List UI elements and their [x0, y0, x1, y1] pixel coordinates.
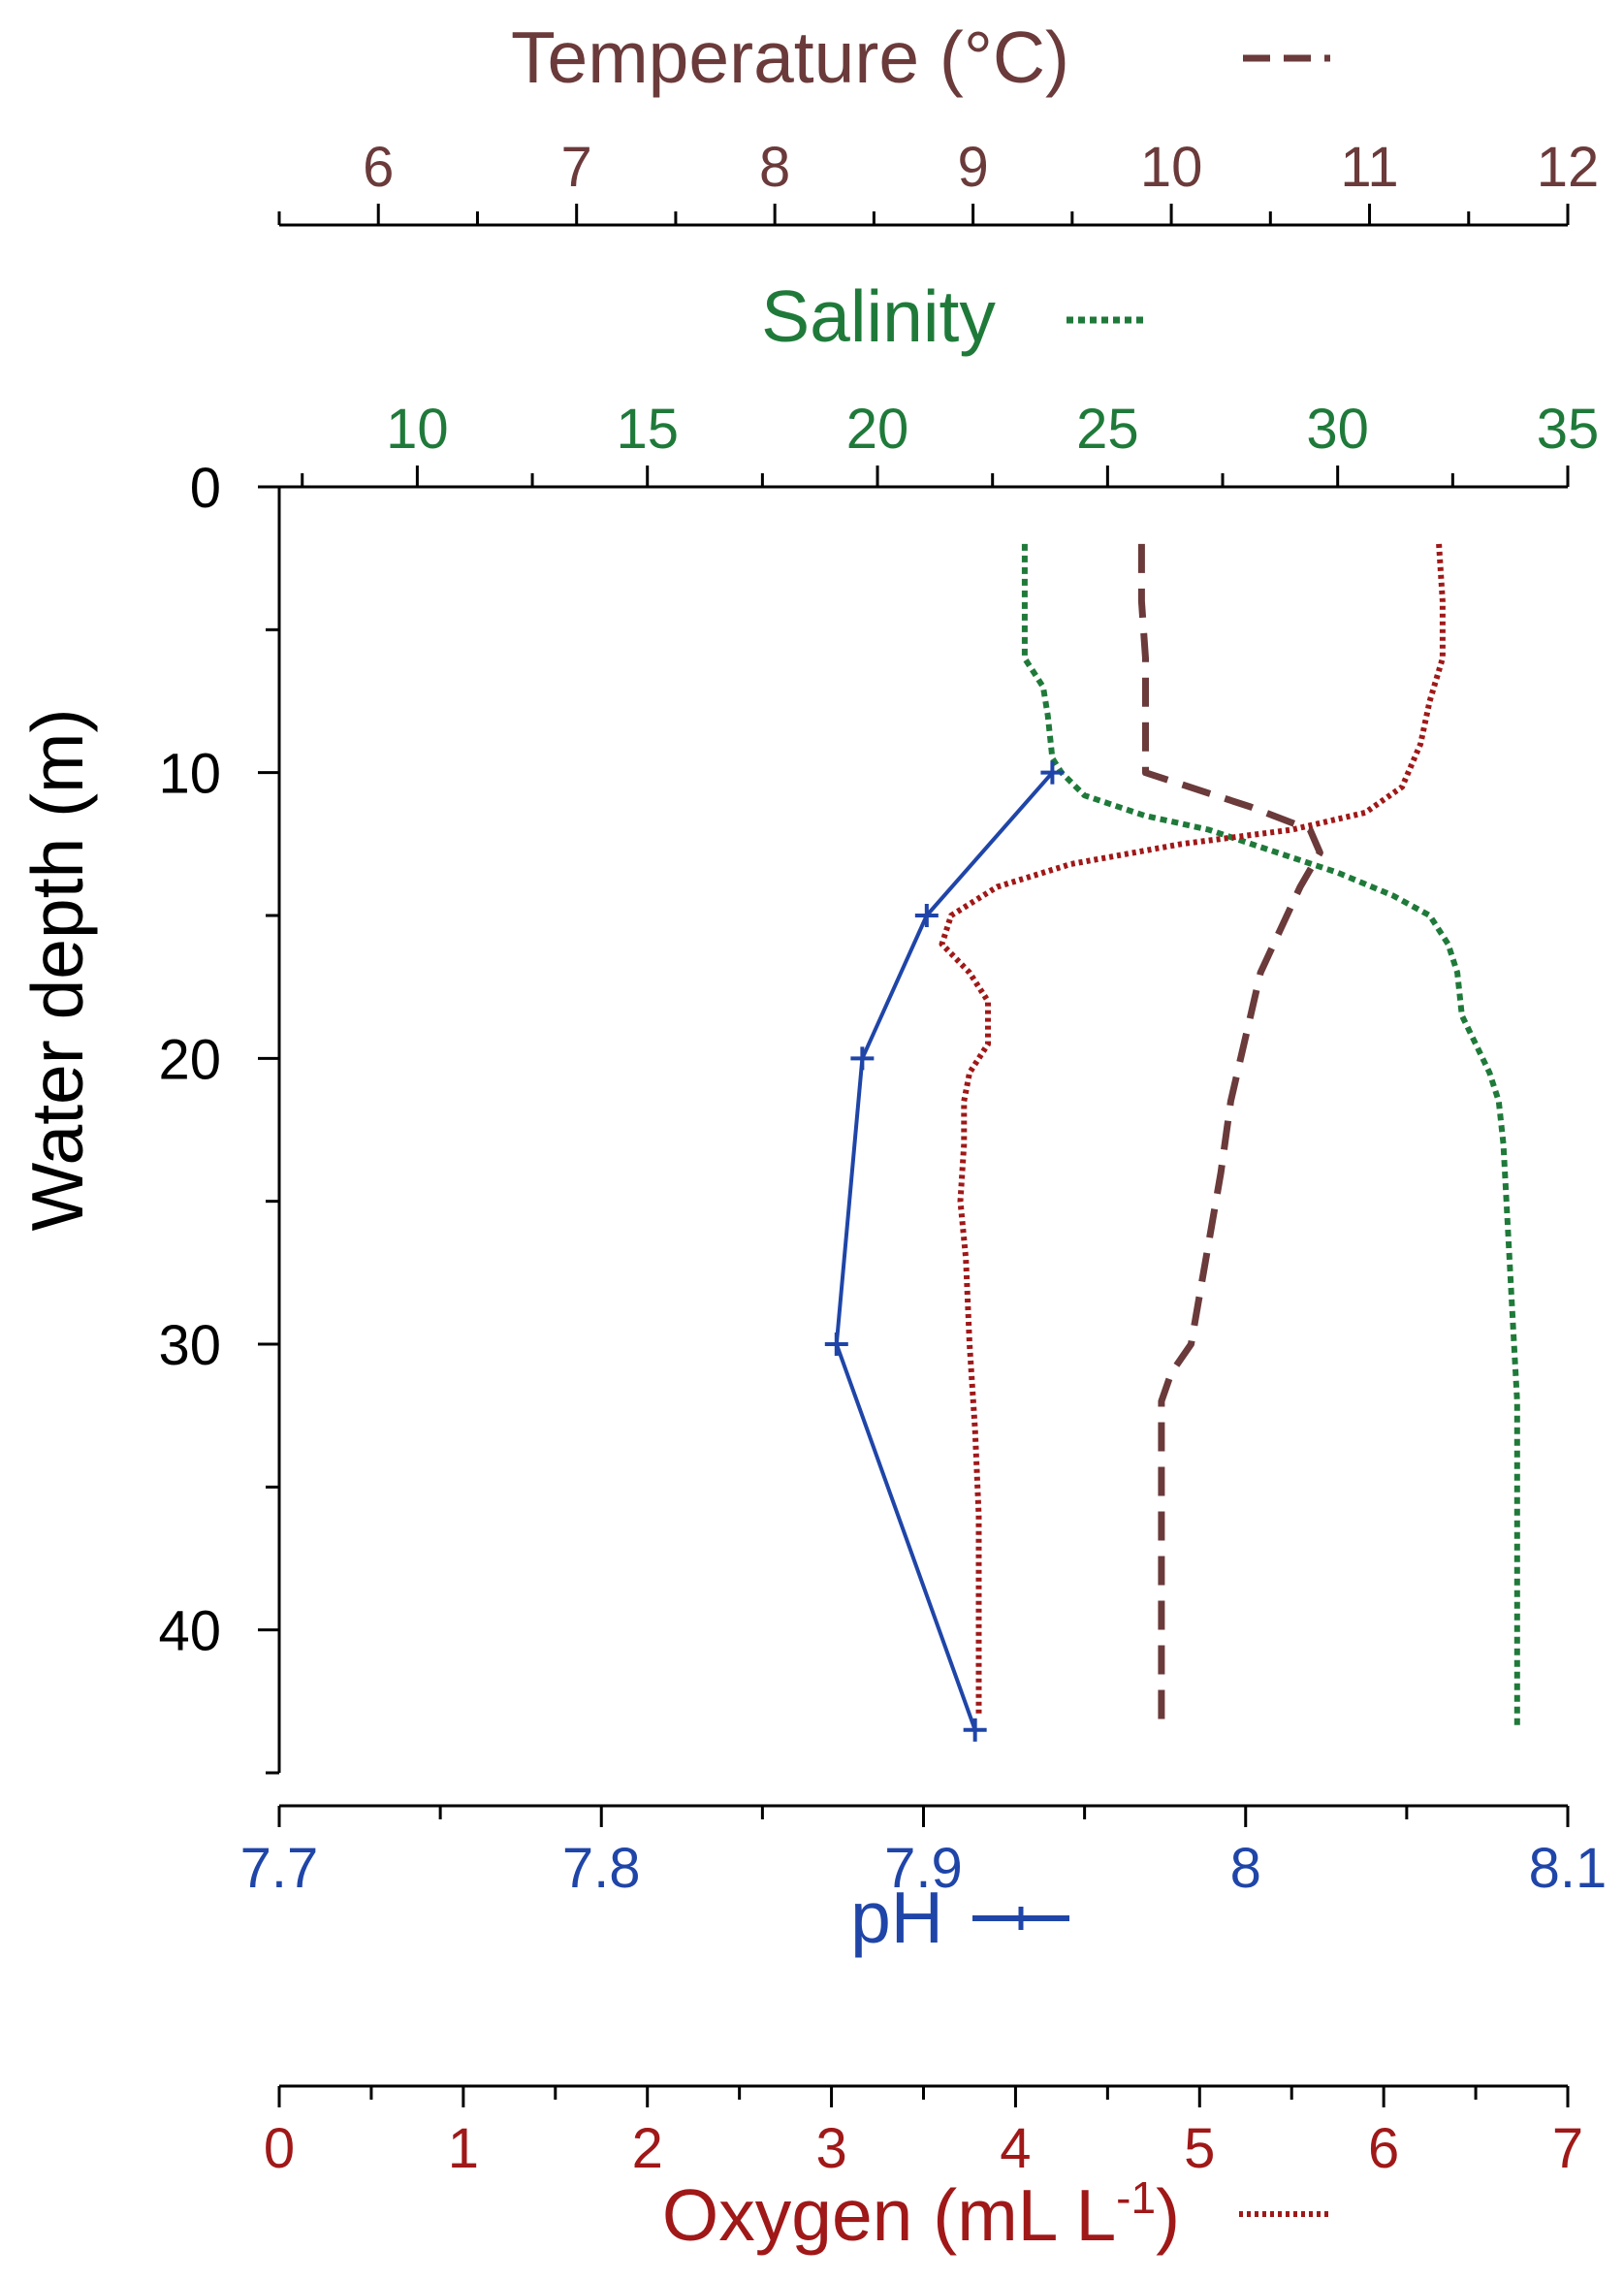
temperature-tick-label: 10 [1140, 136, 1203, 199]
ph-tick-label: 8 [1230, 1837, 1261, 1900]
ph-axis-title: pH [850, 1877, 943, 1958]
oxygen-axis-title-main: Oxygen (mL L [662, 2174, 1116, 2256]
salinity-tick-label: 25 [1076, 398, 1139, 461]
oxygen-axis-title: Oxygen (mL L-1) [662, 2172, 1180, 2256]
salinity-tick-label: 35 [1537, 398, 1600, 461]
ph-tick-label: 8.1 [1529, 1837, 1608, 1900]
oxygen-tick-label: 1 [448, 2117, 479, 2180]
ph-legend-sample [972, 1907, 1069, 1930]
temperature-tick-label: 6 [363, 136, 394, 199]
oxygen-tick-label: 6 [1368, 2117, 1399, 2180]
salinity-tick-label: 10 [386, 398, 449, 461]
salinity-tick-label: 30 [1306, 398, 1369, 461]
oxygen-axis-title-suffix: ) [1156, 2174, 1180, 2256]
ph-data-point [850, 1046, 875, 1071]
ph-data-point [1040, 760, 1065, 785]
oxygen-tick-label: 5 [1184, 2117, 1215, 2180]
oxygen-tick-label: 0 [264, 2117, 295, 2180]
depth-axis-title: Water depth (m) [16, 708, 98, 1231]
ph-tick-label: 7.8 [562, 1837, 641, 1900]
temperature-tick-label: 8 [759, 136, 790, 199]
oxygen-axis-title-superscript: -1 [1116, 2172, 1156, 2223]
temperature-tick-label: 11 [1340, 136, 1398, 199]
temperature-tick-label: 9 [957, 136, 988, 199]
series-group [824, 543, 1520, 1742]
ph-tick-label: 7.7 [240, 1837, 319, 1900]
salinity-tick-label: 15 [616, 398, 679, 461]
temperature-series-line [1137, 543, 1323, 1730]
temperature-tick-label: 12 [1537, 136, 1600, 199]
ph-data-point [963, 1718, 987, 1742]
oxygen-series-line [939, 543, 1446, 1717]
ph-series-line [834, 771, 1054, 1731]
oxygen-tick-label: 3 [815, 2117, 846, 2180]
depth-tick-label: 0 [190, 457, 221, 520]
depth-tick-label: 30 [158, 1314, 221, 1377]
depth-tick-label: 40 [158, 1600, 221, 1663]
salinity-tick-label: 20 [846, 398, 909, 461]
ph-tick-label: 7.9 [884, 1837, 963, 1900]
temperature-axis-title: Temperature (°C) [511, 16, 1069, 98]
temperature-tick-label: 7 [561, 136, 592, 199]
depth-tick-label: 10 [158, 743, 221, 806]
oxygen-tick-label: 7 [1552, 2117, 1583, 2180]
salinity-axis-title: Salinity [761, 275, 996, 357]
ph-data-point [914, 904, 939, 927]
depth-tick-label: 20 [158, 1028, 221, 1091]
salinity-series-line [1021, 543, 1520, 1730]
oxygen-tick-label: 2 [632, 2117, 663, 2180]
ph-data-point [824, 1333, 848, 1356]
oxygen-tick-label: 4 [1000, 2117, 1031, 2180]
